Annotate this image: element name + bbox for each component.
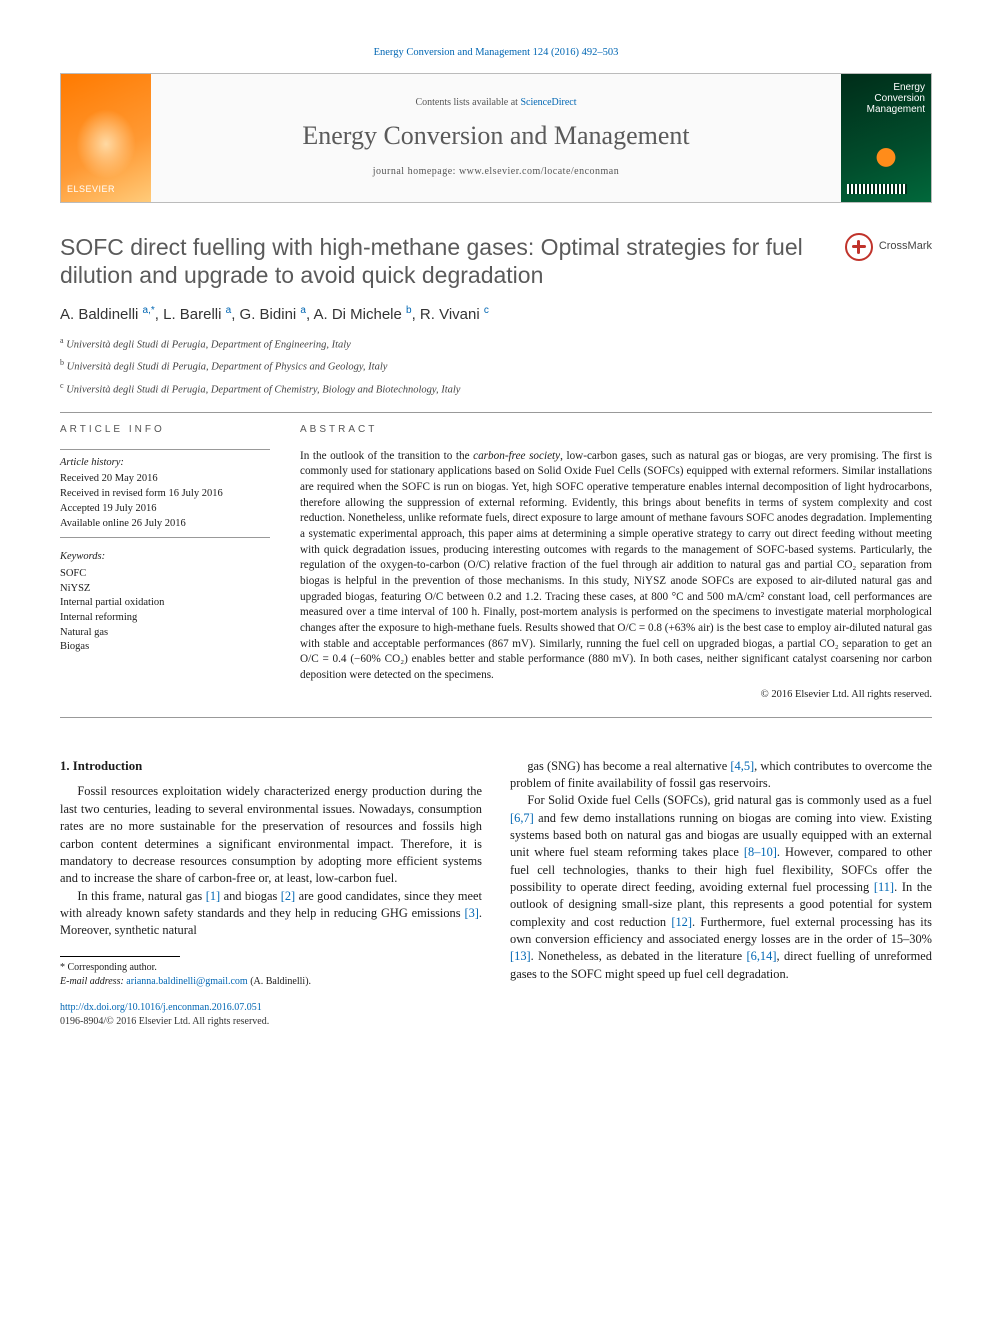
cover-graphic-icon: [847, 125, 925, 184]
article-title: SOFC direct fuelling with high-methane g…: [60, 233, 825, 291]
homepage-url[interactable]: www.elsevier.com/locate/enconman: [459, 166, 619, 177]
journal-name: Energy Conversion and Management: [302, 118, 689, 154]
journal-header: ELSEVIER Contents lists available at Sci…: [60, 73, 932, 203]
affiliation: a Università degli Studi di Perugia, Dep…: [60, 335, 932, 353]
cover-barcode-icon: [847, 184, 907, 194]
keyword: Internal reforming: [60, 611, 270, 626]
ref-link[interactable]: [1]: [206, 889, 220, 903]
history-label: Article history:: [60, 456, 270, 471]
article-info: ARTICLE INFO Article history: Received 2…: [60, 423, 270, 703]
ref-link[interactable]: [13]: [510, 949, 531, 963]
journal-homepage: journal homepage: www.elsevier.com/locat…: [373, 165, 620, 179]
doi-link[interactable]: http://dx.doi.org/10.1016/j.enconman.201…: [60, 1001, 482, 1015]
authors-line: A. Baldinelli a,*, L. Barelli a, G. Bidi…: [60, 304, 932, 325]
text-span: gas (SNG) has become a real alternative: [527, 759, 730, 773]
abstract: ABSTRACT In the outlook of the transitio…: [300, 423, 932, 703]
history-line: Available online 26 July 2016: [60, 517, 270, 532]
section-heading: 1. Introduction: [60, 758, 482, 776]
text-span: For Solid Oxide fuel Cells (SOFCs), grid…: [527, 793, 932, 807]
footnotes: * Corresponding author. E-mail address: …: [60, 961, 482, 989]
divider: [60, 412, 932, 413]
ref-link[interactable]: [3]: [464, 906, 478, 920]
elsevier-logo: ELSEVIER: [61, 74, 151, 202]
crossmark-label: CrossMark: [879, 239, 932, 254]
paragraph: In this frame, natural gas [1] and bioga…: [60, 888, 482, 940]
abstract-heading: ABSTRACT: [300, 423, 932, 437]
paragraph: Fossil resources exploitation widely cha…: [60, 783, 482, 887]
text-span: In this frame, natural gas: [77, 889, 205, 903]
paragraph: For Solid Oxide fuel Cells (SOFCs), grid…: [510, 792, 932, 983]
ref-link[interactable]: [11]: [874, 880, 894, 894]
text-span: . Nonetheless, as debated in the literat…: [531, 949, 747, 963]
ref-link[interactable]: [8–10]: [744, 845, 777, 859]
contents-label: Contents lists available at: [415, 97, 520, 108]
elsevier-tree-icon: [76, 109, 136, 179]
email-label: E-mail address:: [60, 976, 126, 987]
author-email-link[interactable]: arianna.baldinelli@gmail.com: [126, 976, 247, 987]
affiliation: b Università degli Studi di Perugia, Dep…: [60, 357, 932, 375]
abstract-text: In the outlook of the transition to the …: [300, 449, 932, 684]
homepage-label: journal homepage:: [373, 166, 459, 177]
keywords-label: Keywords:: [60, 550, 270, 565]
keyword: Natural gas: [60, 626, 270, 641]
text-span: and biogas: [220, 889, 281, 903]
publisher-name: ELSEVIER: [67, 183, 145, 196]
keyword: Biogas: [60, 640, 270, 655]
crossmark-badge[interactable]: CrossMark: [845, 233, 932, 261]
ref-link[interactable]: [4,5]: [730, 759, 754, 773]
keyword: SOFC: [60, 567, 270, 582]
contents-line: Contents lists available at ScienceDirec…: [415, 96, 576, 110]
affiliation: c Università degli Studi di Perugia, Dep…: [60, 380, 932, 398]
ref-link[interactable]: [6,7]: [510, 811, 534, 825]
issn-copyright: 0196-8904/© 2016 Elsevier Ltd. All right…: [60, 1015, 482, 1029]
history-line: Accepted 19 July 2016: [60, 502, 270, 517]
keyword: Internal partial oxidation: [60, 596, 270, 611]
ref-link[interactable]: [12]: [671, 915, 692, 929]
crossmark-icon: [845, 233, 873, 261]
history-line: Received in revised form 16 July 2016: [60, 487, 270, 502]
body-text: 1. Introduction Fossil resources exploit…: [60, 758, 932, 1029]
paragraph: gas (SNG) has become a real alternative …: [510, 758, 932, 793]
journal-cover: Energy Conversion Management: [841, 74, 931, 202]
ref-link[interactable]: [6,14]: [747, 949, 777, 963]
divider: [60, 717, 932, 718]
history-line: Received 20 May 2016: [60, 472, 270, 487]
cover-title: Energy Conversion Management: [847, 82, 925, 115]
top-citation: Energy Conversion and Management 124 (20…: [60, 46, 932, 61]
ref-link[interactable]: [2]: [281, 889, 295, 903]
abstract-copyright: © 2016 Elsevier Ltd. All rights reserved…: [300, 688, 932, 703]
sciencedirect-link[interactable]: ScienceDirect: [520, 97, 576, 108]
email-name: (A. Baldinelli).: [248, 976, 311, 987]
keyword: NiYSZ: [60, 582, 270, 597]
footnote-rule: [60, 956, 180, 957]
corresponding-note: * Corresponding author.: [60, 961, 482, 975]
article-info-heading: ARTICLE INFO: [60, 423, 270, 437]
